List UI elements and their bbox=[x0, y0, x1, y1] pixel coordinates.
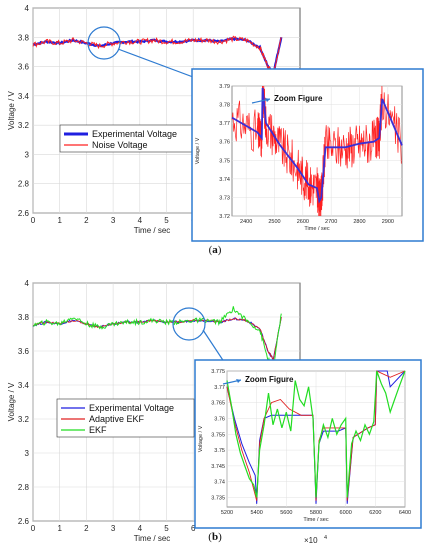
x-axis-exponent: 4 bbox=[324, 535, 327, 541]
inset-y-tick: 3.76 bbox=[219, 140, 230, 146]
inset-y-tick: 3.79 bbox=[219, 84, 230, 90]
legend-label: Experimental Voltage bbox=[92, 129, 177, 139]
inset-x-tick: 2800 bbox=[353, 219, 365, 225]
inset-y-tick: 3.735 bbox=[211, 496, 225, 502]
inset-x-tick: 2500 bbox=[268, 219, 280, 225]
legend-label: Noise Voltage bbox=[92, 140, 148, 150]
inset-y-tick: 3.75 bbox=[219, 158, 230, 164]
chart-panel-b: 2.6 2.8 3 3.2 3.4 3.6 3.8 4 0 1 2 3 4 5 6 Voltage / V Ti… bbox=[7, 279, 422, 545]
legend-label: Adaptive EKF bbox=[89, 414, 145, 424]
inset-x-tick: 6000 bbox=[340, 510, 352, 516]
y-axis-label: Voltage / V bbox=[7, 90, 16, 129]
inset-y-tick: 3.74 bbox=[219, 177, 230, 183]
inset-x-axis-label: Time / sec bbox=[304, 226, 329, 232]
legend-label: EKF bbox=[89, 425, 107, 435]
panel-caption: (b) bbox=[208, 531, 222, 543]
inset-y-tick: 3.77 bbox=[219, 121, 230, 127]
series-line-2 bbox=[32, 35, 282, 77]
inset-x-tick: 2600 bbox=[297, 219, 309, 225]
inset-x-tick: 2700 bbox=[325, 219, 337, 225]
panel-caption: (a) bbox=[209, 244, 222, 256]
y-tick-label: 3.8 bbox=[18, 33, 30, 42]
x-tick-label: 0 bbox=[31, 216, 36, 225]
zoom-figure-label: Zoom Figure bbox=[274, 94, 323, 103]
y-tick-label: 3.6 bbox=[18, 347, 30, 356]
y-axis-label: Voltage / V bbox=[7, 382, 16, 421]
x-tick-label: 5 bbox=[164, 524, 169, 533]
x-axis-label: Time / sec bbox=[134, 226, 171, 235]
x-tick-label: 4 bbox=[138, 216, 143, 225]
series-line-3 bbox=[32, 306, 282, 368]
y-tick-label: 3 bbox=[25, 449, 30, 458]
y-tick-label: 3.4 bbox=[18, 92, 30, 101]
inset-y-tick: 3.74 bbox=[214, 480, 225, 486]
inset-x-tick: 5600 bbox=[280, 510, 292, 516]
y-tick-label: 2.8 bbox=[18, 483, 30, 492]
y-tick-label: 3.2 bbox=[18, 121, 30, 130]
y-tick-label: 3.4 bbox=[18, 381, 30, 390]
inset-x-tick: 6400 bbox=[399, 510, 411, 516]
inset-y-axis-label: Voltage / V bbox=[195, 137, 201, 164]
inset-y-tick: 3.76 bbox=[214, 416, 225, 422]
inset-y-tick: 3.775 bbox=[211, 369, 225, 375]
legend-box bbox=[59, 124, 196, 153]
x-tick-label: 4 bbox=[138, 524, 143, 533]
legend-label: Experimental Voltage bbox=[89, 403, 174, 413]
inset-y-tick: 3.77 bbox=[214, 385, 225, 391]
inset-y-tick: 3.765 bbox=[211, 401, 225, 407]
x-tick-label: 1 bbox=[57, 216, 62, 225]
x-tick-label: 6 bbox=[191, 524, 196, 533]
inset-x-tick: 5200 bbox=[221, 510, 233, 516]
x-tick-label: 5 bbox=[164, 216, 169, 225]
series-line-2 bbox=[32, 316, 282, 361]
y-tick-label: 4 bbox=[25, 4, 30, 13]
y-tick-label: 2.8 bbox=[18, 180, 30, 189]
inset-y-tick: 3.78 bbox=[219, 103, 230, 109]
inset-chart: 3.72 3.73 3.74 3.75 3.76 3.77 3.78 3.79 2400 2500… bbox=[191, 68, 424, 242]
x-tick-label: 2 bbox=[84, 524, 89, 533]
inset-y-tick: 3.745 bbox=[211, 464, 225, 470]
y-tick-label: 3.8 bbox=[18, 313, 30, 322]
inset-y-tick: 3.755 bbox=[211, 432, 225, 438]
inset-x-tick: 5800 bbox=[310, 510, 322, 516]
inset-series-line-2 bbox=[231, 87, 403, 204]
inset-y-tick: 3.72 bbox=[219, 214, 230, 220]
zoom-label-arrowhead bbox=[265, 98, 270, 102]
inset-chart: 3.735 3.74 3.745 3.75 3.755 3.76 3.765 3.77 3.77… bbox=[194, 359, 422, 529]
zoom-label-arrowhead bbox=[236, 379, 241, 383]
y-tick-label: 3.2 bbox=[18, 415, 30, 424]
inset-y-axis-label: Voltage / V bbox=[198, 425, 204, 452]
x-tick-label: 2 bbox=[84, 216, 89, 225]
y-tick-label: 2.6 bbox=[18, 209, 30, 218]
inset-series-line-3 bbox=[226, 370, 406, 498]
x-tick-label: 0 bbox=[31, 524, 36, 533]
y-tick-label: 2.6 bbox=[18, 517, 30, 526]
y-tick-label: 3 bbox=[25, 150, 30, 159]
x-axis-multiplier: ×10 bbox=[304, 536, 318, 545]
x-tick-label: 3 bbox=[111, 524, 116, 533]
x-axis-label: Time / sec bbox=[134, 534, 171, 543]
zoom-figure-label: Zoom Figure bbox=[245, 375, 294, 384]
legend-box bbox=[56, 398, 195, 438]
inset-x-tick: 2400 bbox=[240, 219, 252, 225]
zoom-circle bbox=[87, 26, 121, 60]
inset-x-tick: 5400 bbox=[251, 510, 263, 516]
inset-x-tick: 2900 bbox=[382, 219, 394, 225]
inset-x-tick: 6200 bbox=[369, 510, 381, 516]
y-tick-label: 4 bbox=[25, 279, 30, 288]
x-tick-label: 1 bbox=[57, 524, 62, 533]
y-tick-label: 3.6 bbox=[18, 63, 30, 72]
inset-x-axis-label: Time / sec bbox=[303, 517, 328, 523]
x-tick-label: 3 bbox=[111, 216, 116, 225]
zoom-circle bbox=[172, 307, 206, 341]
inset-y-tick: 3.73 bbox=[219, 195, 230, 201]
inset-y-tick: 3.75 bbox=[214, 448, 225, 454]
